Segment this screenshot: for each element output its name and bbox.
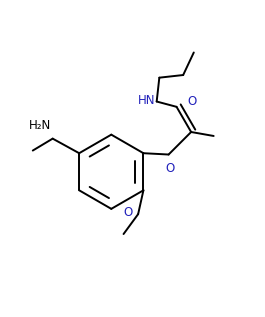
Text: O: O <box>187 95 197 108</box>
Text: H₂N: H₂N <box>29 119 51 132</box>
Text: HN: HN <box>138 94 155 107</box>
Text: O: O <box>123 206 132 219</box>
Text: O: O <box>166 162 175 175</box>
